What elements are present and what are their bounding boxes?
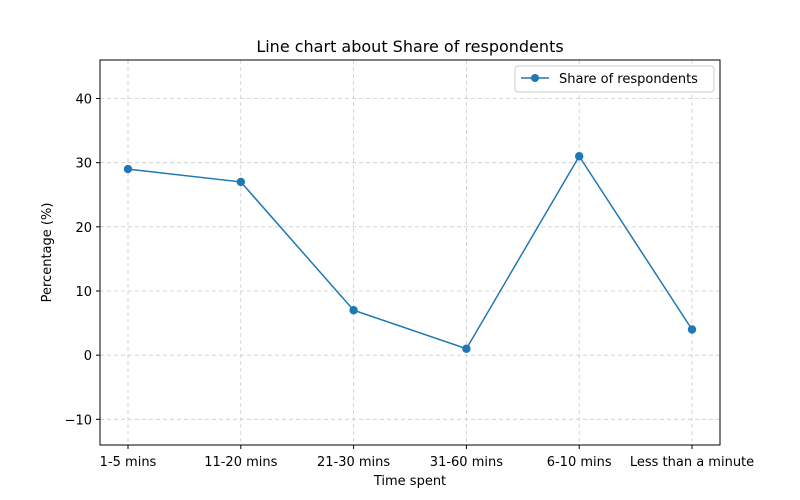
plot-area-frame (99, 59, 721, 446)
y-tick-label: 10 (75, 285, 92, 300)
data-point (462, 344, 471, 353)
y-tick-label: −10 (65, 413, 92, 428)
legend-box (514, 65, 715, 93)
grid (100, 60, 720, 445)
legend: Share of respondents (514, 65, 715, 93)
y-axis-ticks: −10 0 10 20 30 40 (65, 93, 100, 428)
x-axis-label: Time spent (373, 474, 446, 489)
x-axis-ticks: 1-5 mins 11-20 mins 21-30 mins 31-60 mins 6-… (100, 445, 754, 470)
y-tick-label: 40 (75, 93, 92, 108)
chart-title: Line chart about Share of respondents (256, 37, 563, 56)
x-tick-label: 1-5 mins (100, 455, 157, 470)
y-tick-label: 0 (84, 349, 92, 364)
data-point (687, 325, 697, 334)
data-point (575, 152, 584, 161)
data-point (349, 306, 358, 315)
series-group (123, 152, 697, 353)
x-tick-label: 6-10 mins (547, 455, 612, 470)
x-tick-label: 31-60 mins (430, 455, 503, 470)
y-tick-label: 30 (75, 157, 92, 172)
x-tick-label: 21-30 mins (317, 455, 390, 470)
series-line (127, 154, 693, 350)
x-tick-label: Less than a minute (630, 455, 754, 470)
data-point (123, 164, 133, 174)
x-tick-label: 11-20 mins (204, 455, 277, 470)
y-axis-label: Percentage (%) (40, 203, 55, 303)
data-point (236, 177, 245, 187)
legend-marker (531, 74, 539, 82)
legend-label: Share of respondents (559, 72, 698, 87)
y-tick-label: 20 (75, 221, 92, 236)
